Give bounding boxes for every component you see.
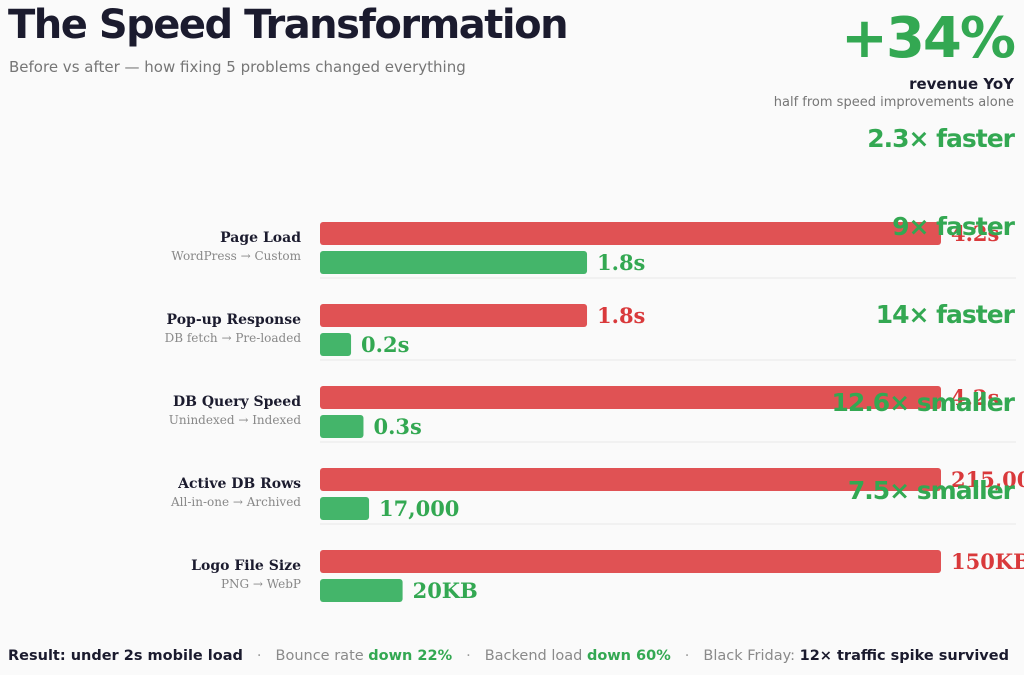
before-value-db-query-speed: 4.2s — [951, 385, 999, 410]
before-value-page-load: 4.2s — [951, 221, 999, 246]
footer-result: Result: under 2s mobile load — [8, 648, 243, 664]
speedup-logo-size: 7.5× smaller — [847, 476, 1015, 505]
footer-backend-prefix: Backend load — [484, 648, 587, 664]
row-desc-logo-file-size: PNG → WebP — [221, 577, 301, 591]
after-bar-page-load — [320, 251, 588, 274]
footer-bf-value: 12× traffic spike survived — [799, 648, 1009, 664]
speedup-page-load: 2.3× faster — [867, 124, 1015, 153]
revenue-growth-value: +34% — [841, 6, 1016, 71]
after-value-page-load: 1.8s — [597, 250, 645, 275]
speedup-db-query: 14× faster — [875, 300, 1015, 329]
after-value-pop-up-response: 0.2s — [361, 332, 409, 357]
after-bar-logo-file-size — [320, 579, 403, 602]
revenue-growth-note: half from speed improvements alone — [773, 95, 1014, 110]
after-bar-active-db-rows — [320, 497, 370, 520]
footer-separator: · — [466, 648, 471, 664]
before-bar-page-load — [320, 222, 941, 245]
before-bar-logo-file-size — [320, 550, 941, 573]
row-desc-pop-up-response: DB fetch → Pre-loaded — [165, 331, 302, 345]
page-title: The Speed Transformation — [8, 2, 569, 48]
after-bar-db-query-speed — [320, 415, 364, 438]
after-value-db-query-speed: 0.3s — [373, 414, 421, 439]
before-bar-db-query-speed — [320, 386, 941, 409]
after-value-active-db-rows: 17,000 — [379, 496, 459, 521]
row-desc-page-load: WordPress → Custom — [171, 249, 301, 263]
before-value-active-db-rows: 215,000 — [951, 467, 1024, 492]
row-desc-active-db-rows: All-in-one → Archived — [170, 495, 301, 509]
footer-bf-prefix: Black Friday: — [703, 648, 800, 664]
before-bar-pop-up-response — [320, 304, 588, 327]
speedup-popup-response: 9× faster — [892, 212, 1015, 241]
footer-bounce-prefix: Bounce rate — [275, 648, 369, 664]
row-label-active-db-rows: Active DB Rows — [177, 476, 301, 492]
footer-separator: · — [684, 648, 690, 664]
revenue-growth-label: revenue YoY — [909, 75, 1014, 93]
after-bar-pop-up-response — [320, 333, 352, 356]
before-value-pop-up-response: 1.8s — [597, 303, 645, 328]
before-value-logo-file-size: 150KB — [951, 549, 1024, 574]
row-label-pop-up-response: Pop-up Response — [167, 312, 302, 328]
page-subtitle: Before vs after — how fixing 5 problems … — [9, 58, 466, 76]
row-label-logo-file-size: Logo File Size — [191, 558, 301, 574]
after-value-logo-file-size: 20KB — [413, 578, 478, 603]
footer-backend-value: down 60% — [586, 648, 671, 664]
speedup-db-rows: 12.6× smaller — [831, 388, 1015, 417]
footer-bounce-value: down 22% — [368, 648, 453, 664]
row-label-db-query-speed: DB Query Speed — [173, 394, 301, 410]
row-desc-db-query-speed: Unindexed → Indexed — [169, 413, 302, 427]
footer-separator: · — [256, 648, 262, 664]
row-label-page-load: Page Load — [220, 230, 301, 246]
footer-summary: Result: under 2s mobile load · Bounce rate… — [8, 648, 1009, 664]
before-bar-active-db-rows — [320, 468, 941, 491]
